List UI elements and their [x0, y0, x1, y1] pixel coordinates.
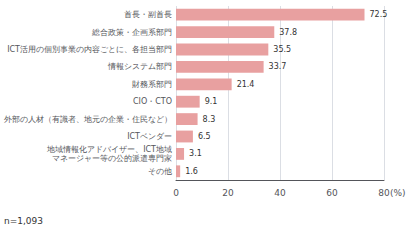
svg-text:80: 80 — [378, 188, 390, 198]
svg-text:CIO・CTO: CIO・CTO — [133, 97, 172, 106]
svg-text:40: 40 — [274, 188, 286, 198]
svg-text:33.7: 33.7 — [269, 62, 287, 71]
svg-text:20: 20 — [222, 188, 234, 198]
svg-text:ICTベンダー: ICTベンダー — [127, 132, 172, 141]
svg-text:1.6: 1.6 — [185, 167, 198, 176]
svg-text:外部の人材（有識者、地元の企業・住民など）: 外部の人材（有識者、地元の企業・住民など） — [4, 115, 172, 124]
svg-text:0: 0 — [173, 188, 179, 198]
svg-text:6.5: 6.5 — [198, 132, 211, 141]
svg-text:総合政策・企画系部門: 総合政策・企画系部門 — [91, 28, 172, 37]
svg-text:財務系部門: 財務系部門 — [132, 80, 172, 89]
svg-text:60: 60 — [326, 188, 338, 198]
svg-text:首長・副首長: 首長・副首長 — [124, 10, 172, 19]
svg-text:72.5: 72.5 — [370, 10, 388, 19]
svg-text:マネージャー等の公的派遣専門家: マネージャー等の公的派遣専門家 — [52, 154, 172, 163]
svg-text:n=1,093: n=1,093 — [4, 216, 43, 226]
svg-text:35.5: 35.5 — [273, 45, 291, 54]
svg-text:3.1: 3.1 — [189, 149, 202, 158]
svg-text:8.3: 8.3 — [203, 115, 216, 124]
svg-text:21.4: 21.4 — [237, 80, 255, 89]
svg-text:37.8: 37.8 — [279, 28, 297, 37]
svg-text:ICT活用の個別事業の内容ごとに、各担当部門: ICT活用の個別事業の内容ごとに、各担当部門 — [7, 45, 172, 54]
svg-text:9.1: 9.1 — [205, 97, 218, 106]
svg-text:その他: その他 — [148, 167, 172, 176]
svg-text:情報システム部門: 情報システム部門 — [107, 62, 172, 71]
svg-text:(%): (%) — [390, 188, 406, 198]
svg-text:地域情報化アドバイザー、ICT地域: 地域情報化アドバイザー、ICT地域 — [46, 145, 172, 154]
